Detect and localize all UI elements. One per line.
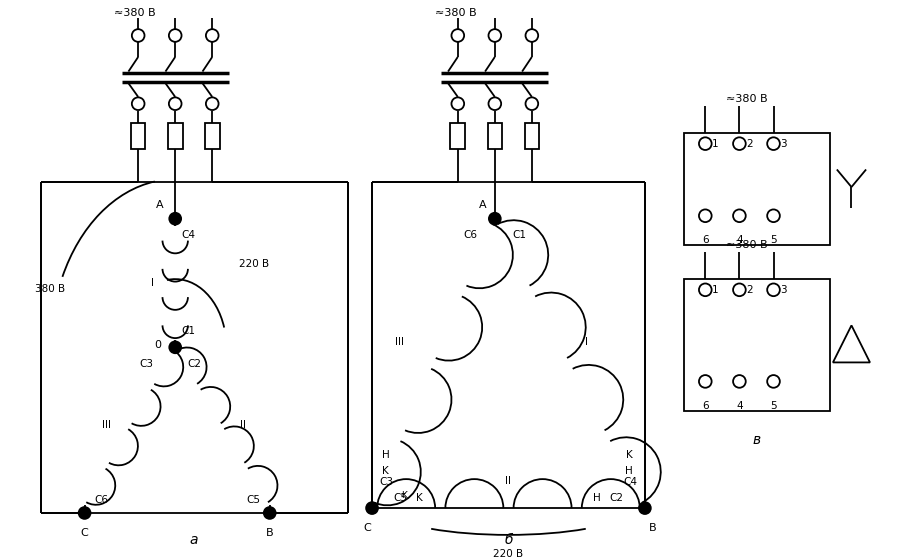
Circle shape bbox=[365, 501, 379, 515]
Text: C4: C4 bbox=[181, 230, 195, 240]
Text: C: C bbox=[81, 528, 88, 538]
Circle shape bbox=[699, 137, 712, 150]
Circle shape bbox=[638, 501, 652, 515]
Text: C2: C2 bbox=[187, 359, 201, 369]
Text: C6: C6 bbox=[94, 495, 108, 505]
Text: K: K bbox=[626, 450, 634, 460]
Circle shape bbox=[488, 212, 501, 226]
Bar bbox=[684, 279, 830, 410]
Text: 1: 1 bbox=[712, 139, 719, 148]
Circle shape bbox=[734, 283, 746, 296]
Text: 5: 5 bbox=[770, 235, 777, 245]
Bar bbox=[525, 123, 539, 148]
Circle shape bbox=[263, 506, 276, 520]
Circle shape bbox=[168, 340, 182, 354]
Text: 6: 6 bbox=[702, 235, 708, 245]
Text: 2: 2 bbox=[746, 139, 753, 148]
Text: C1: C1 bbox=[512, 230, 526, 240]
Circle shape bbox=[767, 375, 779, 388]
Text: 1: 1 bbox=[712, 285, 719, 295]
Circle shape bbox=[734, 137, 746, 150]
Text: III: III bbox=[103, 420, 112, 430]
Circle shape bbox=[489, 29, 501, 42]
Text: C5: C5 bbox=[393, 493, 408, 503]
Text: K: K bbox=[416, 493, 423, 503]
Text: 4: 4 bbox=[736, 235, 742, 245]
Circle shape bbox=[489, 97, 501, 110]
Text: H: H bbox=[593, 493, 601, 503]
Circle shape bbox=[452, 29, 464, 42]
Circle shape bbox=[699, 283, 712, 296]
Circle shape bbox=[526, 29, 538, 42]
Text: ≈380 В: ≈380 В bbox=[436, 8, 477, 18]
Text: 220 В: 220 В bbox=[493, 549, 524, 559]
Text: I: I bbox=[585, 338, 588, 347]
Circle shape bbox=[452, 97, 464, 110]
Text: 6: 6 bbox=[702, 401, 708, 411]
Circle shape bbox=[77, 506, 92, 520]
Bar bbox=[130, 123, 146, 148]
Text: II: II bbox=[240, 420, 247, 430]
Text: 0: 0 bbox=[155, 340, 162, 351]
Text: A: A bbox=[480, 200, 487, 210]
Text: 3: 3 bbox=[780, 285, 787, 295]
Text: C6: C6 bbox=[464, 230, 477, 240]
Text: ≈380 В: ≈380 В bbox=[113, 8, 156, 18]
Bar bbox=[684, 133, 830, 245]
Text: 380 В: 380 В bbox=[35, 284, 65, 294]
Bar bbox=[205, 123, 220, 148]
Bar bbox=[488, 123, 502, 148]
Circle shape bbox=[169, 97, 182, 110]
Text: C3: C3 bbox=[380, 477, 394, 487]
Circle shape bbox=[169, 29, 182, 42]
Text: ≈380 В: ≈380 В bbox=[726, 240, 768, 250]
Text: C4: C4 bbox=[623, 477, 637, 487]
Circle shape bbox=[699, 375, 712, 388]
Text: C: C bbox=[364, 522, 371, 533]
Circle shape bbox=[168, 212, 182, 226]
Text: H: H bbox=[382, 450, 390, 460]
Text: A: A bbox=[156, 200, 164, 210]
Circle shape bbox=[734, 375, 746, 388]
Text: K: K bbox=[401, 491, 407, 500]
Text: 2: 2 bbox=[746, 285, 753, 295]
Text: I: I bbox=[151, 278, 154, 288]
Text: 220 В: 220 В bbox=[238, 259, 269, 269]
Text: B: B bbox=[649, 522, 656, 533]
Text: ≈380 В: ≈380 В bbox=[726, 94, 768, 104]
Circle shape bbox=[206, 29, 219, 42]
Text: C5: C5 bbox=[246, 495, 260, 505]
Text: C1: C1 bbox=[181, 325, 195, 335]
Text: K: K bbox=[382, 466, 389, 476]
Text: а: а bbox=[190, 533, 198, 547]
Text: б: б bbox=[504, 533, 513, 547]
Circle shape bbox=[767, 137, 779, 150]
Text: II: II bbox=[506, 476, 511, 486]
Text: C2: C2 bbox=[609, 493, 624, 503]
Circle shape bbox=[206, 97, 219, 110]
Text: в: в bbox=[753, 433, 761, 447]
Bar bbox=[168, 123, 183, 148]
Circle shape bbox=[734, 209, 746, 222]
Text: III: III bbox=[395, 338, 404, 347]
Circle shape bbox=[131, 29, 145, 42]
Circle shape bbox=[767, 209, 779, 222]
Circle shape bbox=[526, 97, 538, 110]
Text: 4: 4 bbox=[736, 401, 742, 411]
Bar bbox=[451, 123, 465, 148]
Text: C3: C3 bbox=[140, 359, 154, 369]
Text: 5: 5 bbox=[770, 401, 777, 411]
Circle shape bbox=[699, 209, 712, 222]
Text: B: B bbox=[266, 528, 274, 538]
Circle shape bbox=[131, 97, 145, 110]
Circle shape bbox=[767, 283, 779, 296]
Text: H: H bbox=[626, 466, 634, 476]
Text: 3: 3 bbox=[780, 139, 787, 148]
